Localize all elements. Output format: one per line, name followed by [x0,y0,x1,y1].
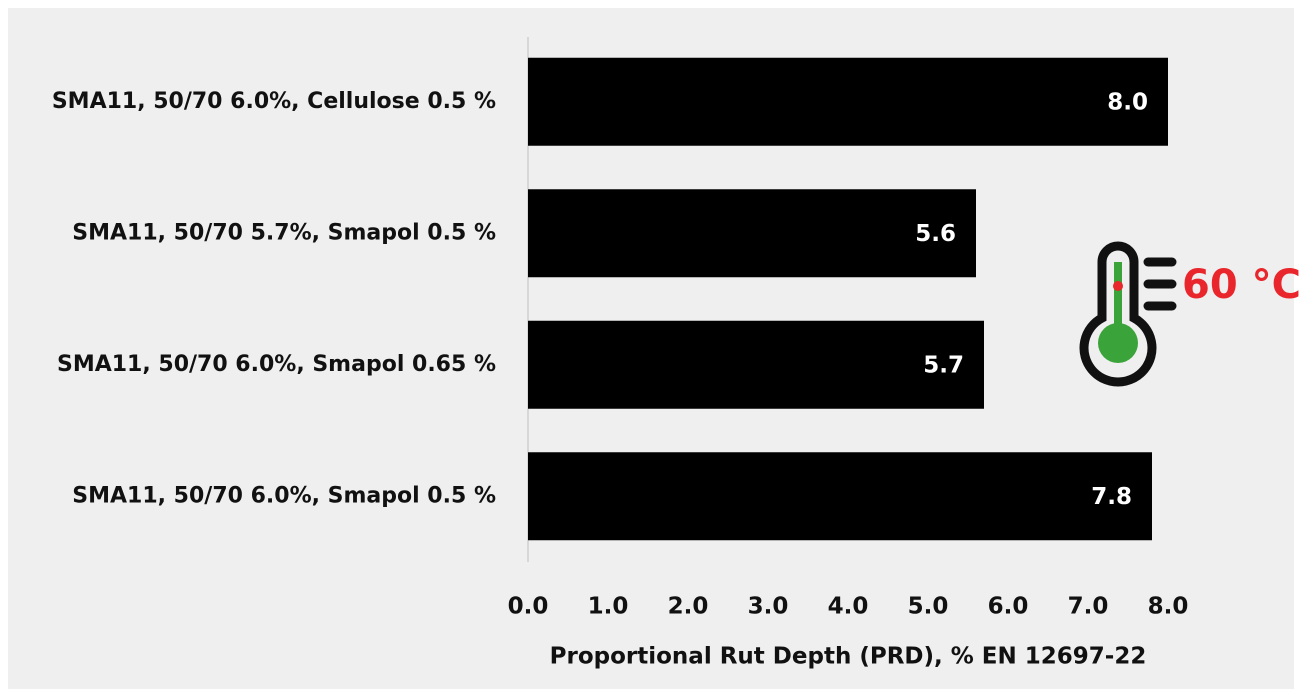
x-tick-label: 8.0 [1148,594,1189,620]
x-tick-label: 4.0 [828,594,869,620]
y-tick-label: SMA11, 50/70 6.0%, Smapol 0.5 % [72,483,496,508]
y-tick-label: SMA11, 50/70 5.7%, Smapol 0.5 % [72,220,496,245]
y-tick-label: SMA11, 50/70 6.0%, Cellulose 0.5 % [52,89,496,114]
x-tick-label: 3.0 [748,594,789,620]
bar [528,189,976,278]
bar-value-label: 5.7 [923,352,964,378]
thermometer-icon [1079,241,1177,387]
x-axis-title: Proportional Rut Depth (PRD), % EN 12697… [550,644,1147,670]
y-tick-label: SMA11, 50/70 6.0%, Smapol 0.65 % [57,352,496,377]
x-tick-label: 1.0 [588,594,629,620]
x-tick-label: 5.0 [908,594,949,620]
x-tick-label: 2.0 [668,594,709,620]
x-tick-label: 6.0 [988,594,1029,620]
bar [528,452,1152,541]
bar-value-label: 8.0 [1107,89,1148,115]
bar [528,320,984,409]
bar [528,57,1168,146]
x-tick-label: 0.0 [508,594,549,620]
bar-value-label: 5.6 [915,221,956,247]
bar-value-label: 7.8 [1091,484,1132,510]
annotation: 60 °C [1182,262,1301,308]
x-tick-label: 7.0 [1068,594,1109,620]
